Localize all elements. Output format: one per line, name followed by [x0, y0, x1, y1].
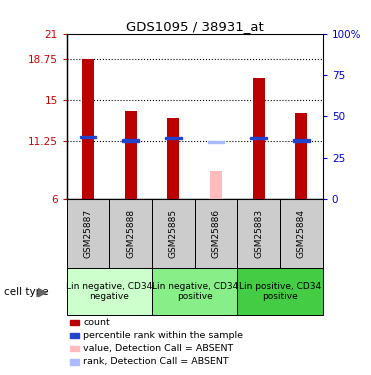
Bar	[167, 118, 180, 199]
Bar	[295, 113, 308, 199]
Text: GSM25883: GSM25883	[254, 209, 263, 258]
Text: count: count	[83, 318, 110, 327]
Bar	[80, 136, 96, 138]
Bar	[152, 268, 237, 315]
Text: Lin positive, CD34
positive: Lin positive, CD34 positive	[239, 282, 321, 301]
Text: GSM25886: GSM25886	[211, 209, 221, 258]
Bar	[293, 139, 310, 142]
Text: Lin negative, CD34
negative: Lin negative, CD34 negative	[66, 282, 152, 301]
Bar	[210, 171, 222, 199]
Bar	[253, 78, 265, 199]
Bar	[82, 58, 94, 199]
Text: GSM25885: GSM25885	[169, 209, 178, 258]
Bar	[237, 268, 323, 315]
Bar	[67, 199, 109, 268]
Bar	[237, 199, 280, 268]
Bar	[250, 137, 267, 140]
Text: percentile rank within the sample: percentile rank within the sample	[83, 331, 243, 340]
Bar	[280, 199, 323, 268]
Bar	[208, 141, 224, 143]
Bar	[122, 139, 139, 142]
Text: GSM25884: GSM25884	[297, 209, 306, 258]
Title: GDS1095 / 38931_at: GDS1095 / 38931_at	[126, 20, 264, 33]
Bar	[165, 137, 182, 140]
Text: Lin negative, CD34
positive: Lin negative, CD34 positive	[152, 282, 238, 301]
Text: GSM25888: GSM25888	[126, 209, 135, 258]
Bar	[125, 111, 137, 199]
Bar	[109, 199, 152, 268]
Text: rank, Detection Call = ABSENT: rank, Detection Call = ABSENT	[83, 357, 229, 366]
Text: cell type: cell type	[4, 286, 48, 297]
Bar	[195, 199, 237, 268]
Text: value, Detection Call = ABSENT: value, Detection Call = ABSENT	[83, 344, 234, 353]
Text: ▶: ▶	[38, 285, 47, 298]
Bar	[152, 199, 195, 268]
Text: GSM25887: GSM25887	[83, 209, 93, 258]
Bar	[67, 268, 152, 315]
